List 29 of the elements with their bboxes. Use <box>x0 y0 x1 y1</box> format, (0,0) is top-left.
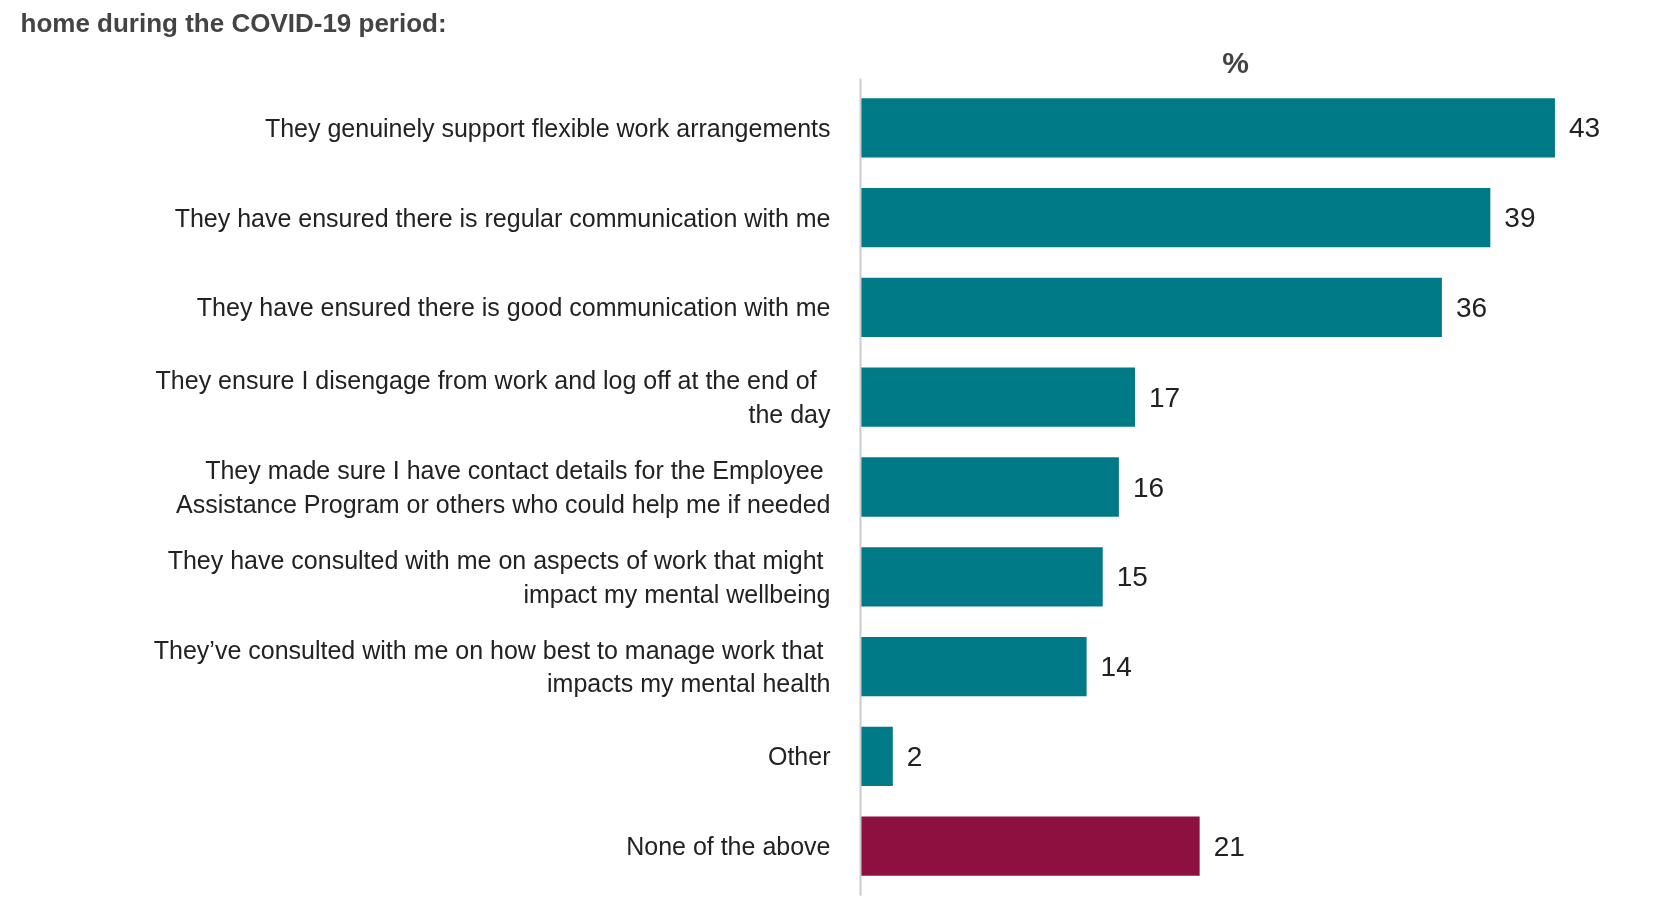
data-label: 14 <box>1100 651 1132 683</box>
y-tick-label: They have ensured there is good communication with me <box>196 293 831 322</box>
data-label: 15 <box>1116 561 1148 593</box>
x-axis-title: % <box>1222 45 1249 79</box>
bar <box>860 188 1491 248</box>
bar <box>860 636 1087 697</box>
data-label: 43 <box>1568 112 1601 144</box>
y-tick-label: They have ensured there is regular communication with me <box>174 203 831 232</box>
y-tick-label: None of the above <box>626 832 831 861</box>
y-tick-label: They genuinely support flexible work arrangements <box>264 113 831 142</box>
data-label: 39 <box>1504 202 1536 234</box>
bar <box>860 726 893 786</box>
y-tick-label: They made sure I have contact details for the Employee Assistance Program or others who could help me if needed <box>175 456 831 518</box>
bar <box>860 98 1555 158</box>
data-label: 21 <box>1213 830 1245 862</box>
y-tick-label: They’ve consulted with me on how best to manage work that impacts my mental health <box>153 635 831 698</box>
bar <box>860 816 1200 876</box>
data-label: 36 <box>1455 291 1488 323</box>
bar <box>860 367 1136 427</box>
bar <box>860 547 1103 607</box>
y-tick-label: Other <box>767 742 831 771</box>
bar <box>860 277 1442 338</box>
y-tick-label: They have consulted with me on aspects of work that might impact my mental wellbeing <box>167 545 831 608</box>
data-label: 2 <box>906 740 923 772</box>
y-tick-label: They ensure I disengage from work and log off at the end of the day <box>155 366 831 429</box>
text: home during the COVID-19 period: <box>20 7 447 38</box>
data-label: 16 <box>1132 471 1165 503</box>
bar <box>860 457 1119 517</box>
data-label: 17 <box>1149 381 1181 413</box>
